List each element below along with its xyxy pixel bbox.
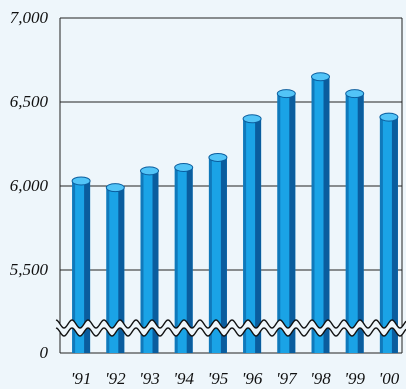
bar-shade — [118, 187, 125, 353]
x-tick-label: '94 — [173, 369, 194, 388]
bar — [345, 89, 365, 353]
y-tick-label: 7,000 — [10, 8, 49, 27]
bar-shade — [152, 170, 159, 353]
y-tick-label: 0 — [40, 343, 49, 362]
bar — [71, 176, 91, 353]
x-tick-label: '99 — [344, 369, 365, 388]
bar-edge — [140, 170, 144, 353]
bar-top — [276, 89, 296, 99]
bar — [242, 114, 262, 353]
bar-edge — [243, 118, 247, 353]
bar-top — [174, 163, 194, 173]
y-tick-label: 6,500 — [10, 92, 49, 111]
bar-shade — [220, 157, 227, 353]
bar-top — [71, 176, 91, 186]
bar-top — [105, 183, 125, 193]
x-axis-tick-labels: '91 '92 '93 '94 '95 '96 '97 '98 '99 '00 — [71, 369, 400, 388]
y-tick-label: 5,500 — [10, 260, 49, 279]
bar — [140, 166, 159, 353]
bar — [208, 152, 228, 353]
bar — [105, 183, 125, 353]
bar-top — [140, 166, 159, 176]
x-tick-label: '91 — [71, 369, 92, 388]
bar — [311, 72, 330, 354]
x-tick-label: '97 — [276, 369, 298, 388]
bar — [276, 89, 296, 353]
bar-shade — [186, 167, 193, 353]
bar-shade — [323, 76, 330, 354]
bar-shade — [357, 93, 364, 353]
bar-edge — [106, 187, 110, 353]
bars — [71, 72, 399, 354]
bar-top — [379, 112, 399, 122]
bar-edge — [208, 157, 212, 353]
bar-edge — [277, 93, 281, 353]
bar-edge — [345, 93, 349, 353]
x-tick-label: '93 — [139, 369, 160, 388]
bar-edge — [311, 76, 315, 354]
break-line-lower — [55, 327, 406, 337]
x-tick-label: '92 — [105, 369, 126, 388]
bar-top — [311, 72, 330, 82]
bar-shade — [255, 118, 262, 353]
bar-top — [242, 114, 262, 124]
bar-shade — [289, 93, 296, 353]
y-axis-tick-labels: 7,000 6,500 6,000 5,500 0 — [10, 8, 49, 362]
bar-shade — [391, 117, 398, 354]
bar-shade — [84, 180, 91, 353]
axis-break-mark — [55, 319, 406, 337]
bar-edge — [379, 117, 383, 354]
x-tick-label: '98 — [310, 369, 331, 388]
x-tick-label: '95 — [208, 369, 229, 388]
bar — [379, 112, 399, 354]
break-line-upper — [55, 319, 406, 329]
y-tick-label: 6,000 — [10, 176, 49, 195]
x-tick-label: '00 — [379, 369, 400, 388]
bar-edge — [72, 180, 76, 353]
bar-top — [208, 152, 228, 162]
bar-top — [345, 89, 365, 99]
bar-edge — [174, 167, 178, 353]
x-tick-label: '96 — [242, 369, 263, 388]
bar — [174, 163, 194, 353]
